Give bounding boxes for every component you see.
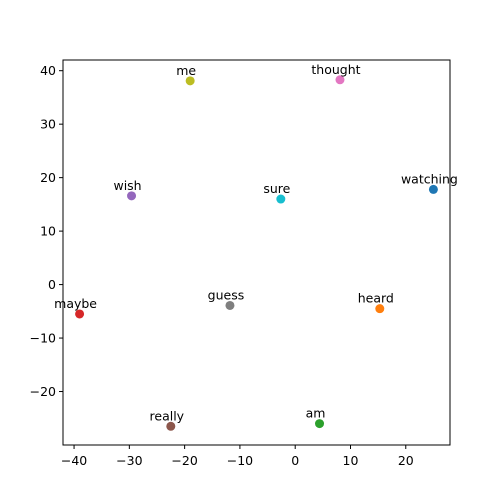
y-tick-label: −20 <box>30 384 56 399</box>
point-label-wish: wish <box>113 178 141 193</box>
plot-frame <box>62 59 451 446</box>
data-point-heard <box>375 304 385 314</box>
plot-area <box>63 60 450 445</box>
point-label-guess: guess <box>208 287 245 302</box>
y-tick-label: 10 <box>40 224 56 239</box>
axis-ticks: −40 −30 −20 −10 0 10 20 −20 −10 0 10 20 30 40 <box>30 63 414 468</box>
data-point-really <box>166 421 176 431</box>
y-tick-label: 0 <box>48 277 56 292</box>
x-tick-label: −10 <box>227 453 253 468</box>
point-label-sure: sure <box>263 181 290 196</box>
point-label-really: really <box>150 408 185 423</box>
x-tick-label: −30 <box>116 453 142 468</box>
y-tick-label: 40 <box>40 63 56 78</box>
data-points: watching heard am maybe wish really thought gue… <box>54 62 458 431</box>
point-label-me: me <box>176 63 196 78</box>
y-tick-label: 20 <box>40 170 56 185</box>
data-point-watching <box>428 184 438 194</box>
point-label-watching: watching <box>401 171 458 186</box>
data-point-thought <box>335 75 345 85</box>
y-tick-label: 30 <box>40 117 56 132</box>
point-label-thought: thought <box>311 62 360 77</box>
point-label-heard: heard <box>358 291 394 306</box>
data-point-guess <box>225 300 235 310</box>
data-point-am <box>315 419 325 429</box>
x-tick-label: −40 <box>61 453 87 468</box>
data-point-wish <box>127 191 137 201</box>
data-point-maybe <box>75 309 85 319</box>
x-tick-label: 0 <box>291 453 299 468</box>
data-point-sure <box>276 194 286 204</box>
x-tick-label: 20 <box>398 453 414 468</box>
point-label-am: am <box>306 406 326 421</box>
data-point-me <box>185 76 195 86</box>
x-tick-label: 10 <box>343 453 359 468</box>
point-label-maybe: maybe <box>54 296 97 311</box>
x-tick-label: −20 <box>171 453 197 468</box>
y-tick-label: −10 <box>30 331 56 346</box>
